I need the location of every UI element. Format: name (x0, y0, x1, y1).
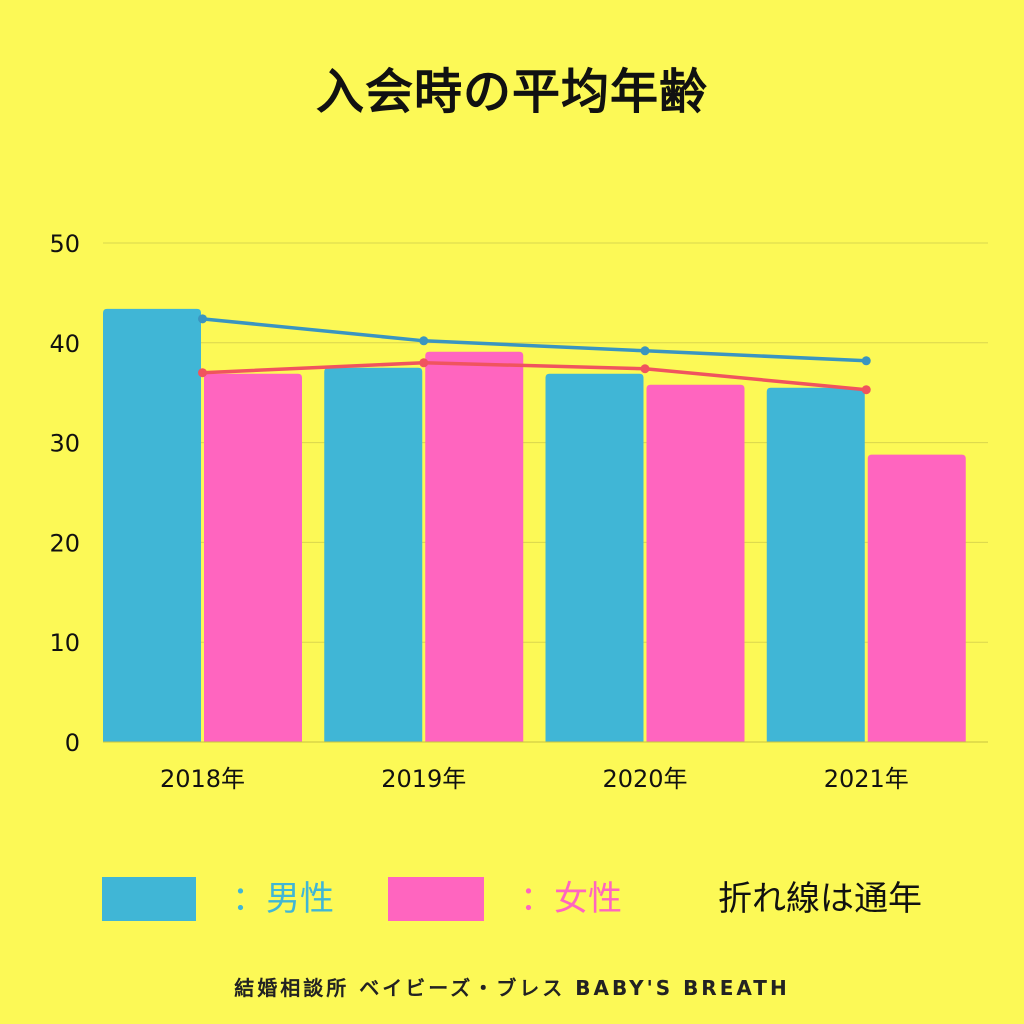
y-tick-label: 30 (49, 430, 80, 458)
y-tick-label: 10 (49, 629, 80, 657)
legend-swatch-female (388, 877, 484, 921)
line-point (198, 368, 207, 378)
x-tick-label: 2018年 (160, 765, 245, 793)
legend-label-male: ：男性 (232, 879, 334, 919)
bar (646, 384, 745, 742)
bar (425, 351, 524, 742)
y-tick-label: 40 (49, 330, 80, 358)
bar (324, 367, 423, 742)
line-point (419, 336, 429, 346)
footer-brand: 結婚相談所 ベイビーズ・ブレス BABY'S BREATH (234, 976, 790, 1000)
bar (867, 454, 966, 742)
bar (204, 373, 302, 742)
line-point (861, 356, 871, 366)
line-point (640, 346, 650, 356)
x-tick-label: 2020年 (602, 765, 687, 793)
line-point (640, 364, 650, 374)
y-tick-label: 0 (65, 729, 80, 757)
series-line (202, 361, 867, 392)
bar (545, 373, 644, 742)
chart-title: 入会時の平均年齢 (315, 64, 708, 120)
legend-note: 折れ線は通年 (718, 879, 922, 919)
x-tick-label: 2021年 (824, 765, 909, 793)
bar (766, 387, 865, 742)
series-line (202, 317, 867, 363)
legend-swatch-male (102, 877, 196, 921)
line-point (198, 314, 207, 324)
legend-label-female: ：女性 (520, 879, 622, 919)
y-tick-label: 50 (49, 230, 80, 258)
bar (103, 308, 201, 742)
x-tick-label: 2019年 (381, 765, 466, 793)
line-point (861, 385, 871, 395)
y-tick-label: 20 (49, 529, 80, 557)
line-point (419, 358, 429, 368)
